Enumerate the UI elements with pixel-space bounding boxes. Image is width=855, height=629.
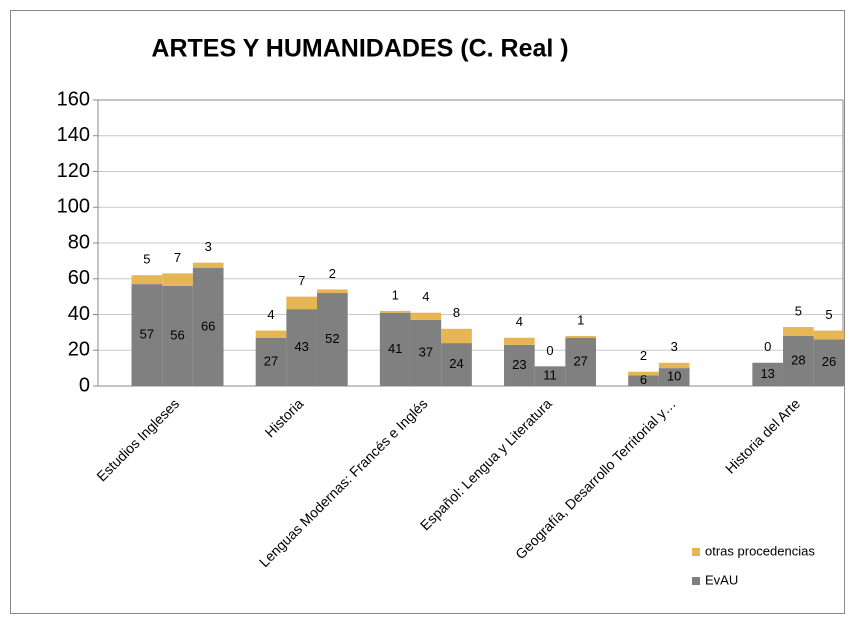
data-label: 7: [174, 250, 181, 265]
data-label: 4: [422, 289, 429, 304]
bar-segment: [441, 328, 472, 344]
bar-segment: [658, 362, 690, 369]
legend-swatch: [692, 548, 700, 556]
data-label: 7: [298, 273, 305, 288]
data-label: 13: [760, 366, 774, 381]
data-label: 4: [516, 314, 523, 329]
bar-segment: [813, 330, 845, 340]
data-label: 66: [201, 318, 215, 333]
data-label: 56: [170, 327, 184, 342]
bar-segment: [752, 362, 784, 386]
legend-label: otras procedencias: [705, 543, 815, 558]
bar-segment: [628, 371, 659, 376]
y-tick-label: 140: [57, 124, 90, 146]
bar-segment: [410, 319, 442, 386]
data-label: 1: [392, 287, 399, 302]
bar-segment: [813, 339, 845, 386]
bar-segment: [255, 330, 287, 338]
data-label: 0: [764, 339, 771, 354]
bar-segment: [410, 312, 442, 320]
bar-segment: [317, 293, 348, 386]
bar-segment: [504, 344, 535, 386]
data-label: 5: [825, 307, 832, 322]
bar-segment: [192, 268, 224, 386]
data-label: 41: [388, 341, 402, 356]
legend-label: EvAU: [705, 572, 738, 587]
y-tick-label: 0: [79, 374, 90, 396]
data-label: 3: [671, 339, 678, 354]
data-label: 52: [325, 331, 339, 346]
data-label: 57: [140, 326, 154, 341]
data-label: 1: [577, 312, 584, 327]
data-label: 43: [294, 339, 308, 354]
y-tick-label: 60: [68, 267, 90, 289]
data-label: 27: [264, 353, 278, 368]
data-label: 2: [329, 266, 336, 281]
data-label: 0: [546, 343, 553, 358]
bar-segment: [565, 335, 597, 338]
y-tick-label: 120: [57, 160, 90, 182]
y-tick-label: 80: [68, 231, 90, 253]
bar-segment: [783, 327, 814, 336]
y-tick-label: 40: [68, 303, 90, 325]
data-label: 23: [512, 357, 526, 372]
bar-segment: [504, 337, 535, 345]
y-tick-label: 160: [57, 88, 90, 110]
data-label: 5: [795, 303, 802, 318]
data-label: 2: [640, 348, 647, 363]
bar-segment: [162, 273, 193, 286]
data-label: 11: [543, 368, 557, 383]
bar-segment: [286, 296, 318, 310]
bar-segment: [628, 375, 659, 386]
data-label: 5: [143, 252, 150, 267]
bar-segment: [192, 262, 224, 269]
bar-segment: [565, 337, 597, 386]
data-label: 10: [667, 369, 681, 384]
data-label: 28: [791, 352, 805, 367]
bar-segment: [534, 366, 566, 386]
bar-segment: [379, 310, 411, 313]
data-label: 26: [822, 354, 836, 369]
data-label: 27: [573, 353, 587, 368]
data-label: 37: [419, 344, 433, 359]
chart-title: ARTES Y HUMANIDADES (C. Real ): [151, 35, 568, 63]
data-label: 4: [267, 307, 274, 322]
bar-segment: [317, 289, 348, 294]
bar-segment: [162, 285, 193, 386]
data-label: 6: [640, 372, 647, 387]
bar-segment: [286, 309, 318, 386]
bar-segment: [658, 368, 690, 386]
data-label: 8: [453, 305, 460, 320]
y-tick-label: 20: [68, 339, 90, 361]
bar-segment: [783, 335, 814, 386]
bar-segment: [255, 337, 287, 386]
data-label: 24: [449, 356, 463, 371]
bar-segment: [131, 275, 163, 285]
legend-swatch: [692, 577, 700, 585]
bar-segment: [441, 343, 472, 386]
y-tick-label: 100: [57, 196, 90, 218]
bar-segment: [379, 312, 411, 386]
data-label: 3: [205, 239, 212, 254]
bar-segment: [131, 284, 163, 386]
